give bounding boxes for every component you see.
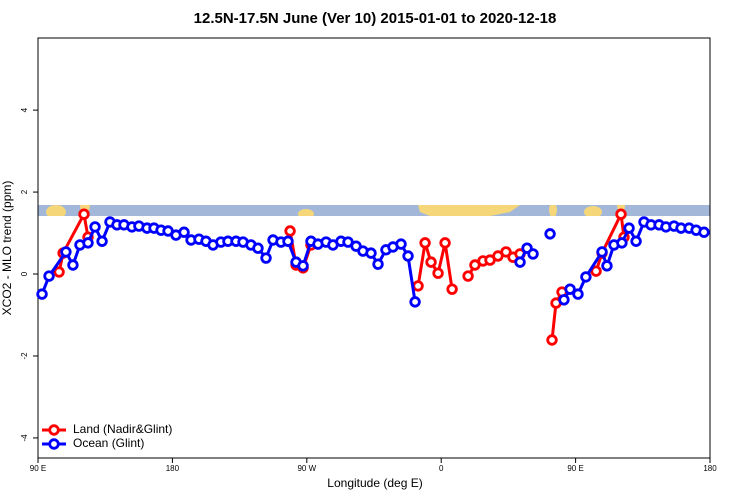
- data-point: [412, 280, 424, 292]
- data-point: [178, 226, 190, 238]
- x-tick-label: 90 W: [297, 464, 316, 473]
- x-tick-label: 180: [703, 464, 717, 473]
- legend-marker: [48, 424, 60, 436]
- data-point: [580, 271, 592, 283]
- data-point: [67, 259, 79, 271]
- data-point: [572, 288, 584, 300]
- data-point: [446, 283, 458, 295]
- data-point: [596, 246, 608, 258]
- data-point: [590, 265, 602, 277]
- data-point: [82, 237, 94, 249]
- y-tick-label: 0: [20, 271, 29, 276]
- data-point: [698, 226, 710, 238]
- data-point: [615, 208, 627, 220]
- data-point: [60, 246, 72, 258]
- data-point: [432, 267, 444, 279]
- series-line: [594, 209, 626, 272]
- data-point: [544, 228, 556, 240]
- plot-frame: [37, 37, 711, 459]
- data-point: [616, 237, 628, 249]
- x-tick-label: 90 E: [30, 464, 46, 473]
- data-point: [53, 266, 65, 278]
- data-point: [252, 242, 264, 254]
- y-tick-label: -2: [20, 352, 29, 360]
- x-axis-label: Longitude (deg E): [327, 476, 422, 490]
- data-point: [89, 221, 101, 233]
- data-point: [260, 252, 272, 264]
- series-line: [562, 220, 705, 301]
- data-point: [601, 260, 613, 272]
- data-point: [402, 250, 414, 262]
- data-point: [372, 258, 384, 270]
- data-point: [546, 334, 558, 346]
- data-point: [43, 270, 55, 282]
- y-tick-label: -4: [20, 434, 29, 442]
- y-axis-label: XCO2 - MLO trend (ppm): [0, 181, 14, 316]
- map-band: [38, 205, 710, 216]
- data-point: [558, 294, 570, 306]
- data-point: [419, 237, 431, 249]
- x-tick-label: 90 E: [567, 464, 583, 473]
- series-line: [40, 220, 417, 303]
- data-point: [514, 256, 526, 268]
- data-point: [284, 225, 296, 237]
- data-point: [425, 256, 437, 268]
- data-point: [462, 270, 474, 282]
- data-point: [96, 235, 108, 247]
- series-line: [57, 209, 90, 273]
- legend-label: Land (Nadir&Glint): [73, 422, 172, 436]
- data-point: [78, 208, 90, 220]
- data-point: [297, 260, 309, 272]
- legend-label: Ocean (Glint): [73, 436, 144, 450]
- data-point: [527, 248, 539, 260]
- data-point: [439, 237, 451, 249]
- data-point: [564, 283, 576, 295]
- data-point: [630, 235, 642, 247]
- data-point: [409, 296, 421, 308]
- y-tick-label: 2: [20, 189, 29, 194]
- data-point: [395, 238, 407, 250]
- data-point: [282, 235, 294, 247]
- data-point: [623, 222, 635, 234]
- data-point: [365, 247, 377, 259]
- chart-title: 12.5N-17.5N June (Ver 10) 2015-01-01 to …: [194, 10, 557, 27]
- data-point: [36, 288, 48, 300]
- x-tick-label: 0: [439, 464, 444, 473]
- x-tick-label: 180: [166, 464, 180, 473]
- series-line: [416, 242, 454, 290]
- data-point: [500, 246, 512, 258]
- y-tick-label: 4: [20, 107, 29, 112]
- legend-marker: [48, 438, 60, 450]
